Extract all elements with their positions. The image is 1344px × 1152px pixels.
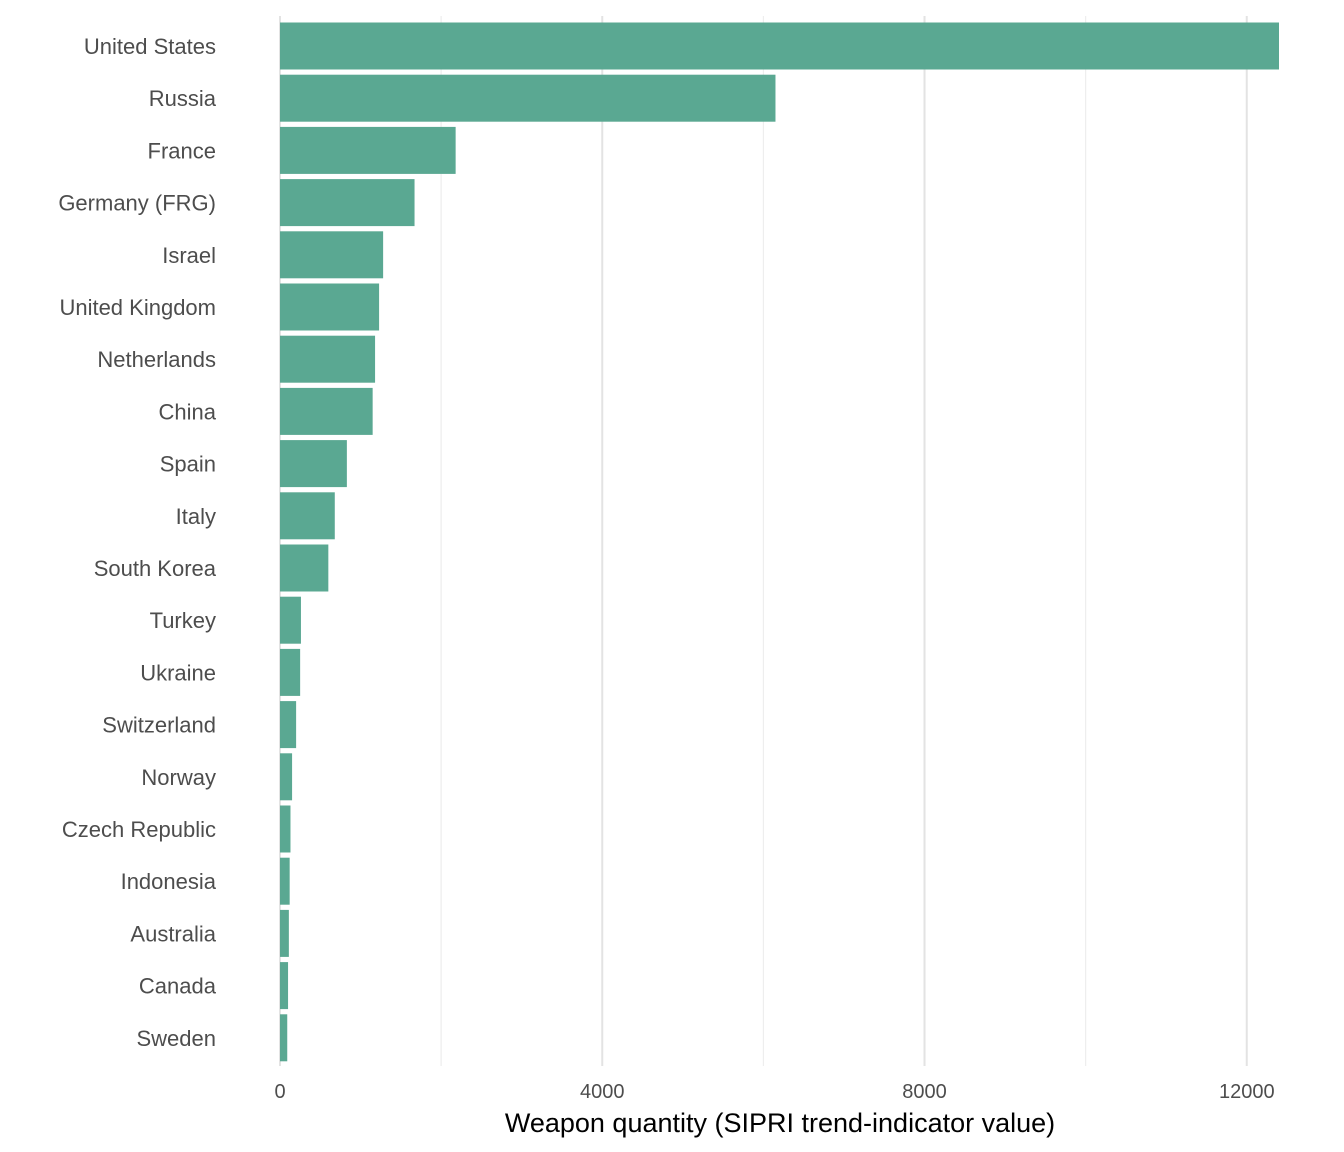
category-label: Spain [160, 452, 216, 477]
bar [280, 283, 380, 331]
bar [280, 492, 335, 540]
x-tick-label: 4000 [580, 1081, 625, 1103]
bar [280, 335, 376, 383]
x-tick-label: 8000 [902, 1081, 947, 1103]
bar [280, 387, 373, 435]
bar [280, 857, 290, 905]
bar [280, 648, 301, 696]
bar [280, 701, 297, 749]
category-label: Germany (FRG) [58, 191, 216, 216]
bar [280, 544, 329, 592]
x-axis-title: Weapon quantity (SIPRI trend-indicator v… [505, 1108, 1055, 1138]
category-label: Italy [176, 504, 216, 529]
category-label: Switzerland [102, 713, 216, 738]
category-label: South Korea [94, 556, 217, 581]
category-label: Ukraine [140, 660, 216, 685]
category-label: United States [84, 34, 216, 59]
bar [280, 805, 291, 853]
category-label: Sweden [136, 1026, 216, 1051]
bar [280, 962, 289, 1010]
category-label: Turkey [150, 608, 216, 633]
bar [280, 74, 776, 122]
x-tick-label: 0 [274, 1081, 285, 1103]
category-label: Russia [149, 86, 217, 111]
category-labels: United States Russia France Germany (FRG) Is… [58, 34, 216, 1051]
bar [280, 126, 456, 174]
category-label: France [148, 138, 216, 163]
x-tick-label: 12000 [1219, 1081, 1275, 1103]
category-label: Israel [162, 243, 216, 268]
category-label: Netherlands [97, 347, 216, 372]
bar [280, 909, 289, 957]
category-label: Canada [139, 974, 217, 999]
bar [280, 231, 384, 279]
bar [280, 440, 347, 488]
bar [280, 753, 293, 801]
bar [280, 179, 415, 227]
category-label: Czech Republic [62, 817, 216, 842]
category-label: Norway [141, 765, 216, 790]
bar [280, 1014, 288, 1062]
category-label: Australia [130, 921, 216, 946]
category-label: Indonesia [121, 869, 217, 894]
bar [280, 596, 301, 644]
category-label: China [159, 399, 217, 424]
bars [280, 22, 1279, 1062]
x-tick-labels: 0 4000 8000 12000 [274, 1081, 1274, 1103]
bar [280, 22, 1279, 70]
category-label: United Kingdom [59, 295, 216, 320]
